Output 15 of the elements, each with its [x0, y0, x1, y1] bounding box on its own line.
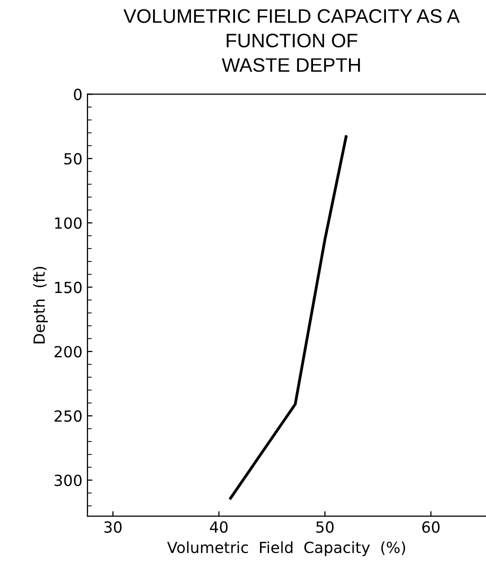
line-series: [229, 135, 348, 500]
x-axis-title: Volumetric Field Capacity (%): [167, 541, 406, 556]
y-axis-title: Depth (ft): [33, 266, 48, 344]
x-tick-label: 40: [210, 521, 228, 533]
y-tick-label: 200: [54, 346, 82, 358]
x-tick-label: 30: [104, 521, 122, 533]
y-tick-label: 300: [54, 474, 82, 486]
y-tick-label: 50: [64, 153, 82, 165]
y-tick-label: 0: [74, 88, 82, 100]
x-tick-label: 50: [316, 521, 334, 533]
y-tick-label: 150: [55, 282, 82, 294]
x-tick-label: 60: [422, 521, 440, 533]
y-tick-label: 250: [54, 410, 82, 422]
y-tick-label: 100: [55, 217, 82, 229]
chart-title: VOLUMETRIC FIELD CAPACITY AS A FUNCTION OF WASTE DEPTH: [123, 9, 460, 72]
